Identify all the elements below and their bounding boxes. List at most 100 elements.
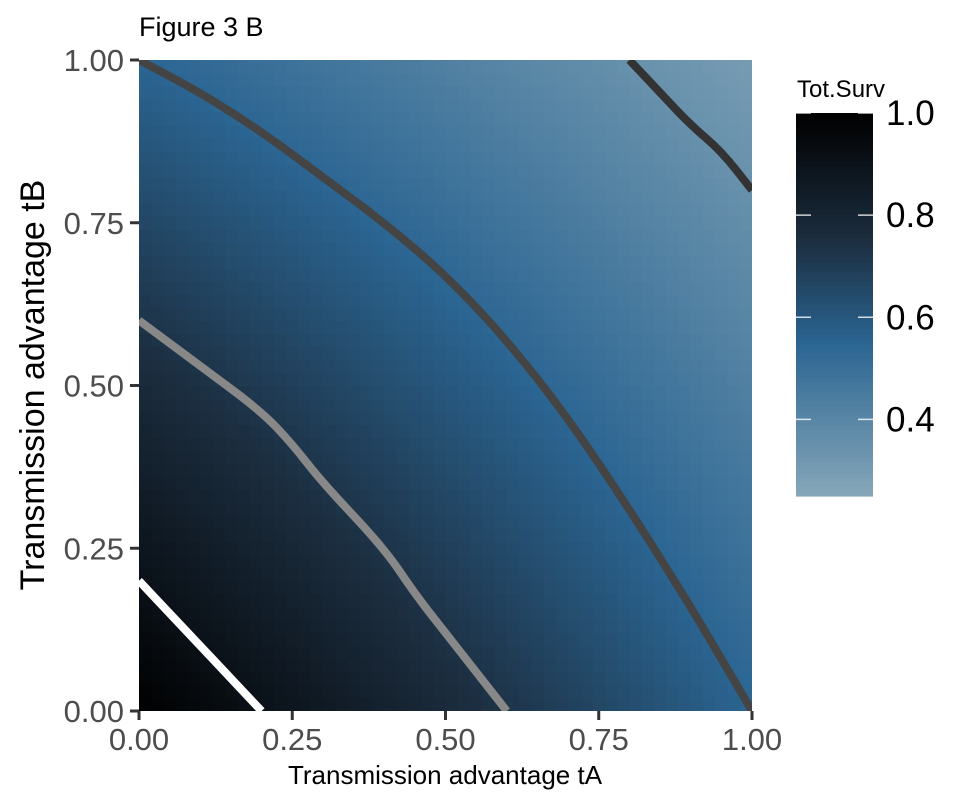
heatmap-cell xyxy=(739,645,752,660)
heatmap-cell xyxy=(237,697,250,711)
heatmap-cell xyxy=(445,398,459,413)
heatmap-cell xyxy=(641,580,655,595)
heatmap-cell xyxy=(359,268,373,282)
heatmap-cell xyxy=(457,385,471,400)
heatmap-cell xyxy=(739,593,752,608)
heatmap-cell xyxy=(175,606,189,621)
heatmap-cell xyxy=(653,294,667,308)
heatmap-cell xyxy=(212,541,226,556)
heatmap-cell xyxy=(151,515,165,530)
heatmap-cell xyxy=(408,424,422,439)
heatmap-cell xyxy=(506,177,520,191)
heatmap-cell xyxy=(482,567,496,582)
heatmap-cell xyxy=(739,398,752,413)
heatmap-cell xyxy=(249,515,263,530)
heatmap-cell xyxy=(175,437,189,452)
heatmap-cell xyxy=(592,268,606,282)
heatmap-cell xyxy=(531,684,545,699)
heatmap-cell xyxy=(482,463,496,478)
heatmap-cell xyxy=(384,242,398,256)
heatmap-cell xyxy=(629,333,643,348)
colorbar-segment xyxy=(796,385,873,392)
heatmap-cell xyxy=(273,684,287,699)
heatmap-cell xyxy=(629,268,643,282)
heatmap-cell xyxy=(702,463,716,478)
heatmap-cell xyxy=(335,333,349,348)
heatmap-cell xyxy=(715,554,729,569)
heatmap-cell xyxy=(739,424,752,439)
heatmap-cell xyxy=(249,216,263,230)
heatmap-cell xyxy=(384,151,398,165)
heatmap-cell xyxy=(298,554,312,569)
heatmap-cell xyxy=(433,463,447,478)
heatmap-cell xyxy=(604,645,618,660)
heatmap-cell xyxy=(408,320,422,335)
heatmap-cell xyxy=(666,450,680,465)
heatmap-cell xyxy=(359,658,373,673)
heatmap-cell xyxy=(519,307,532,321)
heatmap-cell xyxy=(702,385,716,400)
heatmap-cell xyxy=(666,242,680,256)
heatmap-cell xyxy=(322,125,336,139)
heatmap-cell xyxy=(531,294,545,308)
heatmap-cell xyxy=(531,190,545,204)
heatmap-cell xyxy=(175,580,189,595)
heatmap-cell xyxy=(617,684,630,699)
heatmap-cell xyxy=(298,294,312,308)
heatmap-cell xyxy=(482,99,496,113)
heatmap-cell xyxy=(617,593,630,608)
heatmap-cell xyxy=(702,255,716,269)
heatmap-cell xyxy=(666,684,680,699)
heatmap-cell xyxy=(212,164,226,178)
heatmap-cell xyxy=(224,203,238,217)
heatmap-cell xyxy=(555,99,569,113)
heatmap-cell xyxy=(335,242,349,256)
colorbar-segment xyxy=(796,428,873,435)
heatmap-cell xyxy=(543,554,557,569)
heatmap-cell xyxy=(188,190,201,204)
colorbar-segment xyxy=(796,151,873,157)
heatmap-cell xyxy=(322,567,336,582)
heatmap-cell xyxy=(151,255,165,269)
heatmap-cell xyxy=(335,450,349,465)
heatmap-cell xyxy=(139,593,152,608)
heatmap-cell xyxy=(702,99,716,113)
heatmap-cell xyxy=(322,229,336,243)
heatmap-cell xyxy=(519,86,532,100)
heatmap-cell xyxy=(200,489,214,504)
heatmap-cell xyxy=(629,541,643,556)
heatmap-cell xyxy=(188,671,201,686)
heatmap-cell xyxy=(494,424,508,439)
heatmap-cell xyxy=(543,112,557,126)
heatmap-cell xyxy=(457,541,471,556)
heatmap-cell xyxy=(531,697,545,711)
heatmap-cell xyxy=(457,307,471,321)
heatmap-cell xyxy=(384,138,398,152)
heatmap-cell xyxy=(396,216,410,230)
heatmap-cell xyxy=(371,73,385,87)
heatmap-cell xyxy=(641,385,655,400)
heatmap-cell xyxy=(249,164,263,178)
heatmap-cell xyxy=(175,541,189,556)
heatmap-cell xyxy=(261,463,275,478)
heatmap-cell xyxy=(641,112,655,126)
heatmap-cell xyxy=(666,177,680,191)
heatmap-cell xyxy=(494,372,508,387)
heatmap-cell xyxy=(457,190,471,204)
heatmap-cell xyxy=(286,307,299,321)
heatmap-cell xyxy=(322,138,336,152)
heatmap-cell xyxy=(335,60,349,74)
heatmap-cell xyxy=(224,476,238,491)
heatmap-cell xyxy=(678,151,692,165)
heatmap-cell xyxy=(592,125,606,139)
heatmap-cell xyxy=(506,73,520,87)
heatmap-cell xyxy=(592,255,606,269)
heatmap-cell xyxy=(384,671,398,686)
heatmap-cell xyxy=(224,151,238,165)
heatmap-cell xyxy=(617,606,630,621)
heatmap-cell xyxy=(506,112,520,126)
heatmap-cell xyxy=(384,593,398,608)
heatmap-cell xyxy=(249,632,263,647)
heatmap-cell xyxy=(200,190,214,204)
heatmap-cell xyxy=(702,606,716,621)
